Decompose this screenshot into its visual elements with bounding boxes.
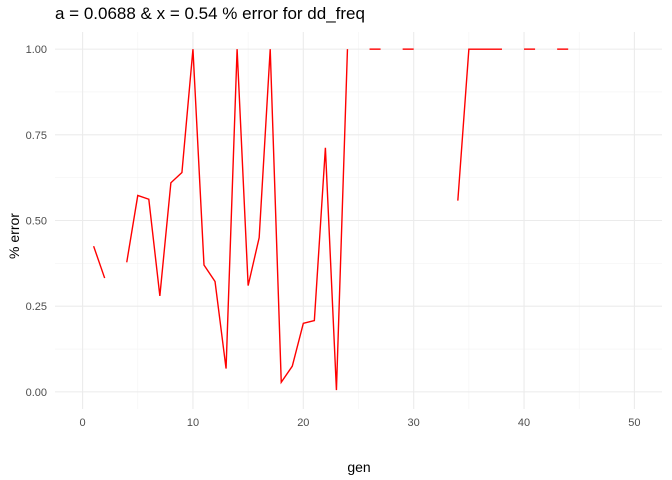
error-line-segment (126, 49, 349, 391)
x-axis-label: gen (347, 459, 370, 475)
error-line-segment (457, 48, 502, 201)
y-tick-label: 0.00 (26, 387, 47, 399)
y-tick-labels: 0.00 0.25 0.50 0.75 1.00 (26, 44, 47, 399)
x-tick-label: 50 (628, 417, 640, 429)
y-tick-label: 1.00 (26, 44, 47, 56)
x-tick-label: 40 (518, 417, 530, 429)
y-tick-label: 0.50 (26, 216, 47, 228)
y-tick-label: 0.25 (26, 301, 47, 313)
series-lines (92, 48, 569, 391)
x-tick-label: 30 (408, 417, 420, 429)
major-gridlines (55, 32, 662, 409)
x-tick-label: 20 (297, 417, 309, 429)
x-tick-labels: 0 10 20 30 40 50 (80, 417, 641, 429)
y-tick-label: 0.75 (26, 130, 47, 142)
y-axis-label: % error (6, 213, 22, 259)
chart-title: a = 0.0688 & x = 0.54 % error for dd_fre… (55, 4, 365, 23)
error-line-segment (92, 245, 106, 279)
x-tick-label: 10 (187, 417, 199, 429)
x-tick-label: 0 (80, 417, 86, 429)
